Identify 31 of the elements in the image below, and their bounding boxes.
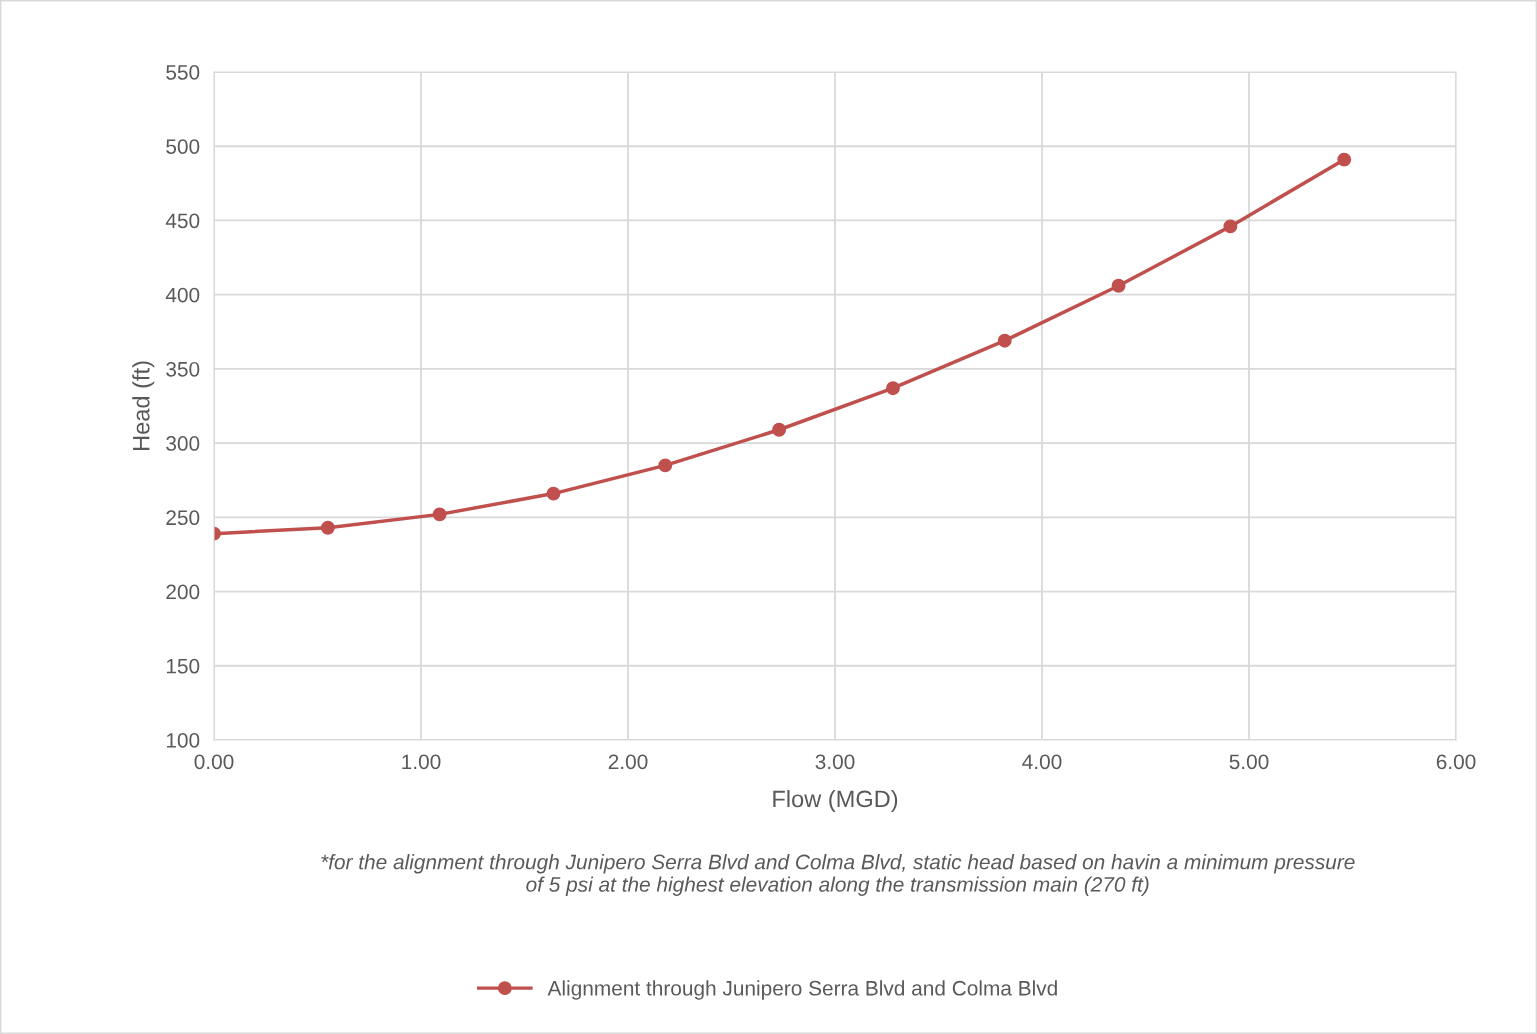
- point: [1337, 152, 1352, 167]
- y-tick-label: 100: [166, 733, 200, 748]
- y-tick-label: 450: [165, 213, 200, 229]
- point: [1223, 219, 1238, 234]
- point: [432, 507, 447, 522]
- y-tick-label: 200: [166, 584, 200, 600]
- y-tick-label: 350: [166, 361, 200, 377]
- point: [658, 458, 673, 473]
- x-axis-title: Flow (MGD): [773, 789, 898, 812]
- y-tick-label: 400: [165, 287, 200, 303]
- x-tick-label: 1.00: [402, 754, 441, 770]
- point: [320, 520, 335, 535]
- y-tick-label: 250: [166, 510, 200, 526]
- y-axis-title: Head (ft): [132, 361, 155, 450]
- x-tick-label: 4.00: [1022, 754, 1062, 770]
- text: *for the alignment through Junipero Serra Blvd and Colma Blvd, static head based on havin a minimum pressure of 5 psi at the highest elevation along the transmission main (270 ft): [321, 854, 1355, 896]
- point: [772, 422, 787, 437]
- point: [546, 486, 561, 501]
- y-tick-label: 500: [166, 139, 200, 154]
- point: [1111, 278, 1126, 293]
- y-tick-label: 550: [166, 65, 200, 80]
- point: [997, 333, 1012, 348]
- x-tick-label: 0.00: [194, 754, 234, 770]
- x-tick-label: 3.00: [815, 754, 855, 770]
- x-tick-label: 5.00: [1229, 754, 1269, 770]
- y-tick-label: 300: [166, 436, 200, 451]
- point: [886, 381, 900, 396]
- legend-label: Alignment through Junipero Serra Blvd and Colma Blvd: [547, 980, 1057, 1000]
- x-tick-label: 6.00: [1436, 754, 1476, 770]
- y-tick-label: 150: [166, 658, 200, 674]
- x-tick-label: 2.00: [608, 754, 648, 770]
